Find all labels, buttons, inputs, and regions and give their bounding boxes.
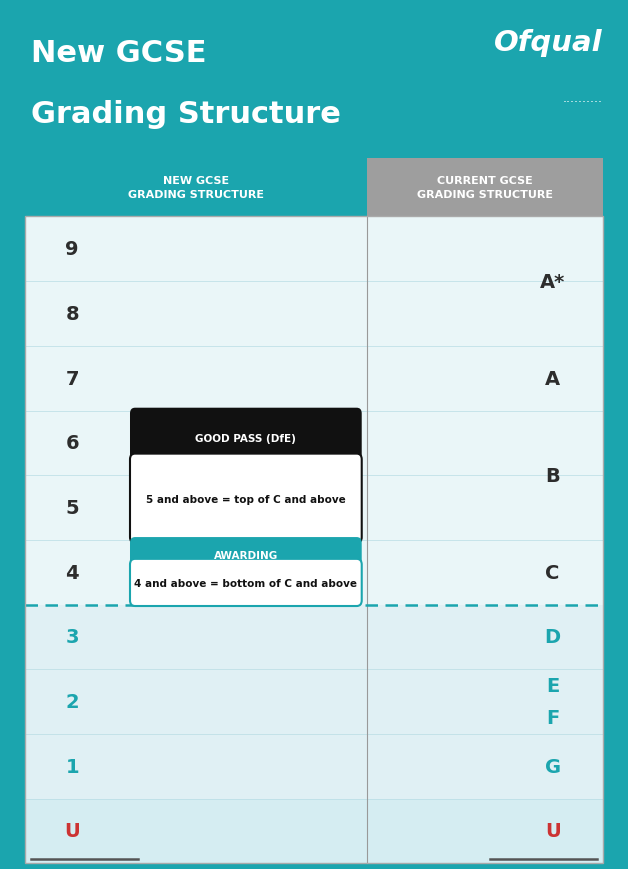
Text: U: U	[544, 821, 561, 840]
Text: 3: 3	[65, 627, 79, 647]
Text: 4 and above = bottom of C and above: 4 and above = bottom of C and above	[134, 578, 357, 588]
Text: 5 and above = top of C and above: 5 and above = top of C and above	[146, 494, 346, 504]
Text: F: F	[546, 708, 560, 727]
Text: 7: 7	[65, 369, 79, 388]
Text: 6: 6	[65, 434, 79, 453]
Bar	[367, 159, 603, 217]
FancyBboxPatch shape	[130, 408, 362, 469]
Text: AWARDING: AWARDING	[214, 551, 278, 561]
Text: Ofqual: Ofqual	[494, 29, 603, 56]
Text: CURRENT GCSE
GRADING STRUCTURE: CURRENT GCSE GRADING STRUCTURE	[417, 176, 553, 200]
Text: 1: 1	[65, 757, 79, 776]
Text: D: D	[544, 627, 561, 647]
Text: G: G	[544, 757, 561, 776]
Bar	[25, 411, 603, 475]
Bar	[25, 347, 603, 411]
Bar	[25, 669, 603, 734]
Bar	[25, 799, 603, 863]
Bar	[25, 605, 603, 669]
Text: 9: 9	[65, 240, 79, 259]
Text: A*: A*	[540, 272, 565, 291]
Bar	[25, 541, 603, 605]
Text: E: E	[546, 676, 560, 695]
Text: U: U	[64, 821, 80, 840]
Text: 4: 4	[65, 563, 79, 582]
Text: 8: 8	[65, 305, 79, 323]
Bar	[25, 159, 367, 217]
Text: NEW GCSE
GRADING STRUCTURE: NEW GCSE GRADING STRUCTURE	[128, 176, 264, 200]
Text: GOOD PASS (DfE): GOOD PASS (DfE)	[195, 434, 296, 443]
FancyBboxPatch shape	[130, 559, 362, 607]
Text: ..........: ..........	[563, 92, 603, 105]
Text: A: A	[545, 369, 560, 388]
Text: New GCSE: New GCSE	[31, 39, 207, 68]
FancyBboxPatch shape	[130, 537, 362, 574]
Bar	[25, 282, 603, 347]
Text: Grading Structure: Grading Structure	[31, 100, 341, 129]
Text: C: C	[546, 563, 560, 582]
Text: B: B	[545, 466, 560, 485]
Bar	[25, 734, 603, 799]
FancyBboxPatch shape	[130, 454, 362, 543]
Bar	[25, 475, 603, 541]
Text: 5: 5	[65, 499, 79, 517]
Text: 2: 2	[65, 693, 79, 712]
Bar	[25, 217, 603, 282]
